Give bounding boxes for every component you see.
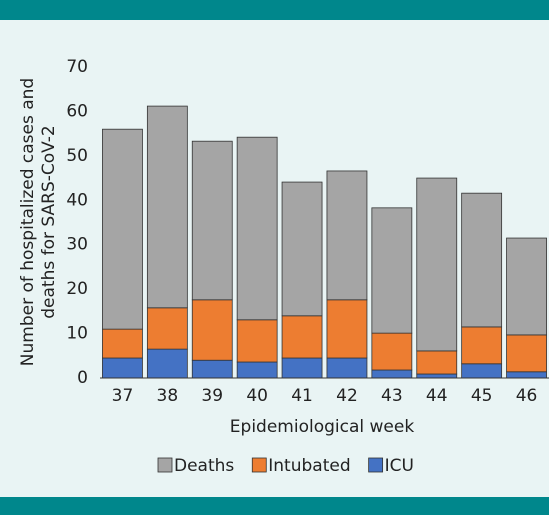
bar-segment bbox=[416, 350, 458, 375]
bar-segment bbox=[146, 105, 188, 309]
bar-segment bbox=[191, 299, 233, 361]
bar-segment bbox=[371, 369, 413, 379]
x-tick-label: 46 bbox=[516, 386, 538, 406]
bar-segment bbox=[102, 128, 143, 330]
bottom-band bbox=[0, 497, 549, 515]
bar-segment bbox=[281, 357, 323, 379]
legend-label: Deaths bbox=[174, 456, 234, 476]
legend-swatch bbox=[251, 457, 267, 473]
x-tick-label: 37 bbox=[112, 386, 134, 406]
bar-segment bbox=[236, 361, 278, 379]
legend-swatch bbox=[157, 457, 173, 473]
bar-segment bbox=[102, 357, 143, 379]
top-band bbox=[0, 0, 549, 20]
x-tick-label: 41 bbox=[291, 386, 313, 406]
x-tick-label: 39 bbox=[201, 386, 223, 406]
bar-segment bbox=[191, 140, 233, 301]
bar-segment bbox=[281, 315, 323, 359]
x-axis-title: Epidemiological week bbox=[230, 417, 415, 437]
bar-segment bbox=[461, 363, 503, 379]
bar-segment bbox=[506, 371, 547, 379]
x-tick-label: 44 bbox=[426, 386, 448, 406]
bar-segment bbox=[506, 334, 547, 373]
bar-segment bbox=[191, 359, 233, 379]
y-tick-label: 20 bbox=[66, 279, 88, 299]
x-tick-label: 40 bbox=[246, 386, 268, 406]
bar-segment bbox=[236, 136, 278, 321]
bar-segment bbox=[326, 299, 368, 359]
bar-segment bbox=[326, 170, 368, 301]
y-tick-label: 10 bbox=[66, 324, 88, 344]
y-tick-label: 50 bbox=[66, 146, 88, 166]
y-tick-label: 70 bbox=[66, 57, 88, 77]
x-tick-label: 45 bbox=[471, 386, 493, 406]
x-tick-label: 42 bbox=[336, 386, 358, 406]
bar-segment bbox=[416, 177, 458, 352]
y-axis-title: Number of hospitalized cases and bbox=[18, 78, 38, 366]
bar-segment bbox=[371, 332, 413, 371]
bar-segment bbox=[416, 373, 458, 379]
legend-swatch bbox=[368, 457, 384, 473]
bar-segment bbox=[236, 319, 278, 363]
legend-label: ICU bbox=[385, 456, 414, 476]
bar-segment bbox=[326, 357, 368, 379]
x-tick-label: 43 bbox=[381, 386, 403, 406]
y-tick-label: 30 bbox=[66, 235, 88, 255]
legend-label: Intubated bbox=[268, 456, 350, 476]
bar-segment bbox=[461, 326, 503, 365]
y-tick-label: 40 bbox=[66, 190, 88, 210]
bar-segment bbox=[461, 192, 503, 328]
y-tick-label: 0 bbox=[77, 368, 88, 388]
bar-segment bbox=[146, 307, 188, 350]
y-tick-label: 60 bbox=[66, 101, 88, 121]
y-axis-title: deaths for SARS-CoV-2 bbox=[39, 125, 59, 318]
bar-segment bbox=[281, 181, 323, 317]
bar-segment bbox=[102, 328, 143, 359]
bar-segment bbox=[146, 348, 188, 379]
x-tick-label: 38 bbox=[157, 386, 179, 406]
bar-segment bbox=[506, 237, 547, 336]
bar-segment bbox=[371, 207, 413, 334]
